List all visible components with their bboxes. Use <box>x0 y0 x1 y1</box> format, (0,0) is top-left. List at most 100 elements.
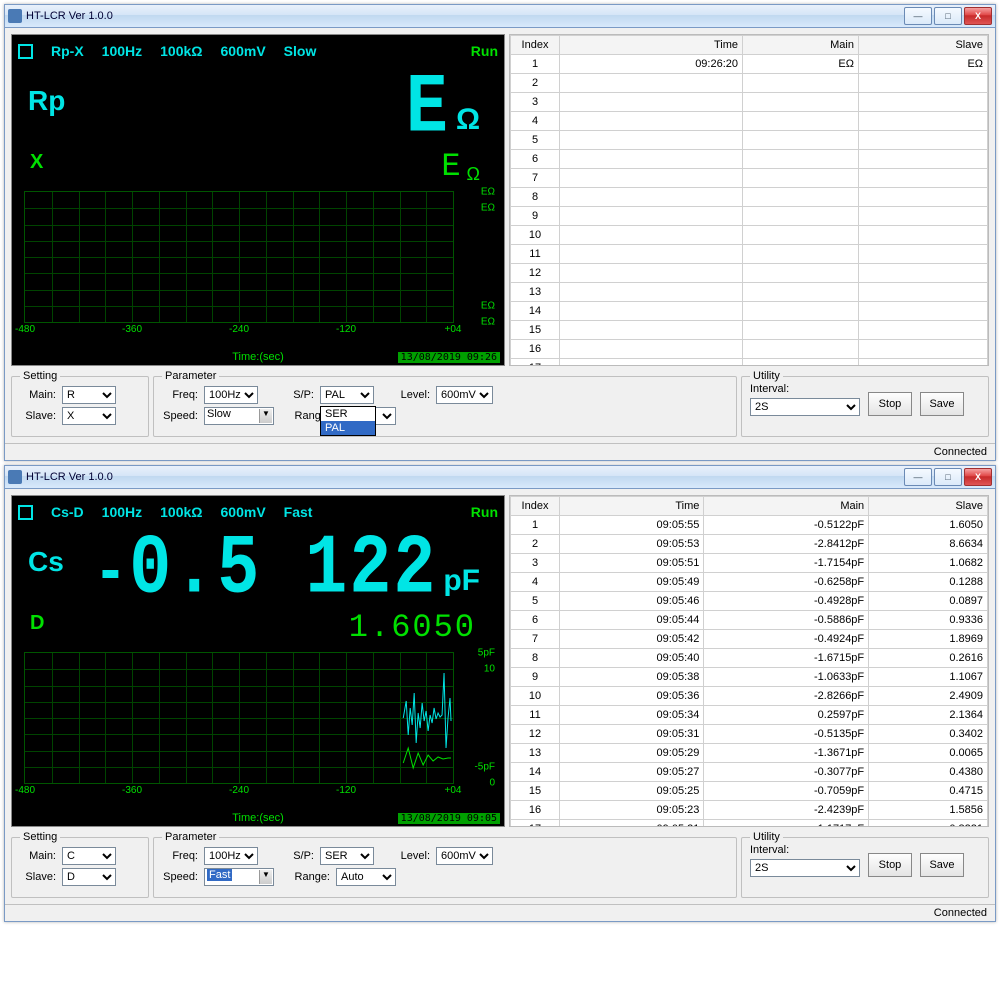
dropdown-option[interactable]: PAL <box>321 421 375 435</box>
x-axis-tick: -120 <box>336 324 356 335</box>
table-header: Main <box>743 36 859 55</box>
titlebar[interactable]: HT-LCR Ver 1.0.0 — □ X <box>5 466 995 489</box>
interval-select[interactable]: 2S <box>750 398 860 416</box>
table-row: 13 <box>511 283 988 302</box>
graph-area: 5pF10-5pF0 -480-360-240-120+04 <box>24 652 454 784</box>
stop-button[interactable]: Stop <box>868 392 912 416</box>
table-row: 809:05:40-1.6715pF0.2616 <box>511 649 988 668</box>
slave-select[interactable]: D <box>62 868 116 886</box>
setting-group: Setting Main:R Slave:X <box>11 376 149 437</box>
speed-select[interactable]: Fast▼ <box>204 868 274 886</box>
sub-measure-unit: Ω <box>467 164 480 185</box>
table-row: 9 <box>511 207 988 226</box>
sub-measure-label: D <box>30 612 44 635</box>
maximize-button[interactable]: □ <box>934 7 962 25</box>
sp-select-label: S/P: <box>278 389 314 401</box>
table-row: 609:05:44-0.5886pF0.9336 <box>511 611 988 630</box>
level-select-label: Level: <box>394 850 430 862</box>
table-row: 1409:05:27-0.3077pF0.4380 <box>511 763 988 782</box>
mode-label: Cs-D <box>51 504 84 520</box>
interval-select[interactable]: 2S <box>750 859 860 877</box>
table-row: 12 <box>511 264 988 283</box>
table-header: Slave <box>858 36 987 55</box>
table-row: 2 <box>511 74 988 93</box>
table-row: 4 <box>511 112 988 131</box>
main-select[interactable]: C <box>62 847 116 865</box>
close-button[interactable]: X <box>964 468 992 486</box>
x-axis-tick: -240 <box>229 324 249 335</box>
parameter-group: Parameter Freq:100Hz S/P: PALSERPAL Leve… <box>153 376 737 437</box>
table-header: Time <box>560 497 704 516</box>
range-label: 100kΩ <box>160 43 202 59</box>
sp-select[interactable]: PAL <box>320 386 374 404</box>
table-row: 1709:05:21-1.1717pF0.8221 <box>511 820 988 827</box>
slave-select-label: Slave: <box>20 410 56 422</box>
freq-select[interactable]: 100Hz <box>204 847 258 865</box>
maximize-button[interactable]: □ <box>934 468 962 486</box>
level-select[interactable]: 600mV <box>436 847 493 865</box>
level-label: 600mV <box>221 43 266 59</box>
x-axis-tick: +04 <box>445 785 462 796</box>
table-row: 1209:05:31-0.5135pF0.3402 <box>511 725 988 744</box>
timestamp-badge: 13/08/2019 09:05 <box>398 813 500 824</box>
table-row: 1109:05:340.2597pF2.1364 <box>511 706 988 725</box>
range-select-label: Range: <box>294 871 330 883</box>
y-axis-label: 5pF <box>478 648 495 659</box>
table-header: Main <box>704 497 869 516</box>
app-window: HT-LCR Ver 1.0.0 — □ X Rp-X 100Hz 100kΩ … <box>4 4 996 461</box>
minimize-button[interactable]: — <box>904 7 932 25</box>
parameter-group: Parameter Freq:100Hz S/P: SER Level:600m… <box>153 837 737 898</box>
table-row: 8 <box>511 188 988 207</box>
save-button[interactable]: Save <box>920 392 964 416</box>
main-measure-unit: pF <box>443 564 480 598</box>
freq-label: 100Hz <box>102 504 142 520</box>
interval-label: Interval: <box>750 844 860 856</box>
level-select-label: Level: <box>394 389 430 401</box>
table-row: 7 <box>511 169 988 188</box>
sub-measure-value: E <box>441 148 462 185</box>
table-row: 16 <box>511 340 988 359</box>
titlebar[interactable]: HT-LCR Ver 1.0.0 — □ X <box>5 5 995 28</box>
dropdown-option[interactable]: SER <box>321 407 375 421</box>
freq-select[interactable]: 100Hz <box>204 386 258 404</box>
range-select[interactable]: Auto <box>336 868 396 886</box>
run-status: Run <box>471 43 498 59</box>
x-axis-tick: -480 <box>15 324 35 335</box>
app-window: HT-LCR Ver 1.0.0 — □ X Cs-D 100Hz 100kΩ … <box>4 465 996 922</box>
x-axis-title: Time:(sec) <box>232 351 284 363</box>
range-label: 100kΩ <box>160 504 202 520</box>
table-row: 14 <box>511 302 988 321</box>
freq-label: 100Hz <box>102 43 142 59</box>
y-axis-label: EΩ <box>481 202 495 213</box>
data-table: IndexTimeMainSlave109:05:55-0.5122pF1.60… <box>509 495 989 827</box>
table-row: 3 <box>511 93 988 112</box>
y-axis-label: EΩ <box>481 317 495 328</box>
parameter-legend: Parameter <box>162 370 219 382</box>
setting-legend: Setting <box>20 370 60 382</box>
main-select-label: Main: <box>20 389 56 401</box>
save-button[interactable]: Save <box>920 853 964 877</box>
slave-select[interactable]: X <box>62 407 116 425</box>
sub-measure-value: 1.6050 <box>349 609 476 646</box>
main-select[interactable]: R <box>62 386 116 404</box>
close-button[interactable]: X <box>964 7 992 25</box>
sub-measure-label: X <box>30 151 43 174</box>
level-select[interactable]: 600mV <box>436 386 493 404</box>
speed-select[interactable]: Slow▼ <box>204 407 274 425</box>
setting-legend: Setting <box>20 831 60 843</box>
sp-dropdown-list[interactable]: SERPAL <box>320 406 376 436</box>
utility-group: Utility Interval: 2S Stop Save <box>741 376 989 437</box>
stop-button[interactable]: Stop <box>868 853 912 877</box>
main-measure-unit: Ω <box>456 103 480 137</box>
table-row: 15 <box>511 321 988 340</box>
x-axis-tick: -120 <box>336 785 356 796</box>
y-axis-label: 10 <box>484 663 495 674</box>
timestamp-badge: 13/08/2019 09:26 <box>398 352 500 363</box>
minimize-button[interactable]: — <box>904 468 932 486</box>
y-axis-label: EΩ <box>481 187 495 198</box>
sp-select[interactable]: SER <box>320 847 374 865</box>
table-header: Index <box>511 497 560 516</box>
table-row: 5 <box>511 131 988 150</box>
window-title: HT-LCR Ver 1.0.0 <box>26 471 904 483</box>
table-row: 6 <box>511 150 988 169</box>
